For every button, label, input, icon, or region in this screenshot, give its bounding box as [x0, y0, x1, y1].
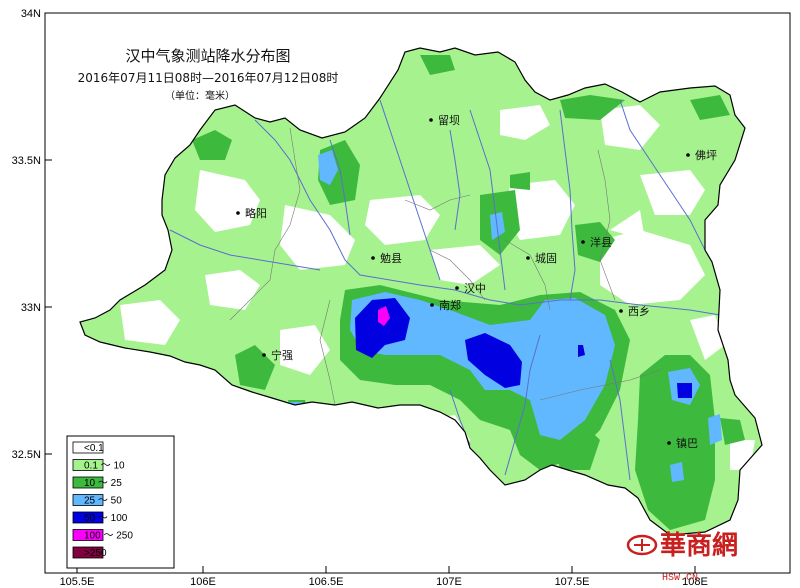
county-boundaries [229, 127, 661, 406]
city-marker [262, 353, 266, 357]
map-title: 汉中气象测站降水分布图 [125, 47, 290, 65]
region-outline [79, 47, 763, 536]
city-label: 镇巴 [676, 436, 698, 450]
city-marker [526, 256, 530, 260]
legend-swatch [72, 546, 104, 559]
x-tick-label: 107E [436, 576, 462, 588]
legend-swatch [72, 476, 104, 489]
legend-swatch [72, 529, 104, 541]
city-labels: 留坝佛坪略阳洋县勉县 城固汉中南郑西乡宁强镇巴 [236, 113, 717, 450]
y-tick-label: 34N [21, 8, 41, 20]
legend-items: <0.1 0.1 ～ 10 10 ～ 25 25 ～ 50 50 ～ 100 100 ～ … [72, 441, 133, 559]
x-tick-label: 108E [682, 576, 708, 588]
city-label: 宁强 [271, 348, 293, 362]
watermark: 華商網 HSW.CN [626, 530, 738, 584]
legend-swatch [72, 441, 104, 454]
legend-label: <0.1 [84, 443, 104, 454]
city-marker [371, 256, 375, 260]
city-marker [430, 303, 434, 307]
y-tick-label: 32.5N [12, 449, 41, 461]
city-marker [619, 309, 623, 313]
watermark-logo-icon [626, 534, 658, 556]
x-tick-label: 106.5E [309, 576, 344, 588]
city-label: 略阳 [245, 206, 267, 220]
precip-100-250-areas [378, 306, 390, 326]
city-marker [581, 240, 585, 244]
y-tick-label: 33.5N [12, 155, 41, 167]
city-marker [236, 211, 240, 215]
map-unit: （单位：毫米） [165, 89, 235, 102]
map-subtitle: 2016年07月11日08时—2016年07月12日08时 [78, 71, 339, 85]
x-axis: 105.5E 106E 106.5E 107E 107.5E 108E [60, 566, 708, 588]
city-marker [686, 153, 690, 157]
legend-label: >250 [84, 548, 107, 559]
legend-swatch [72, 511, 104, 524]
city-label: 勉县 [380, 251, 402, 265]
legend-label: 100 ～ 250 [84, 531, 133, 542]
legend-label: 10 ～ 25 [84, 478, 122, 489]
city-label: 洋县 [590, 235, 612, 249]
city-label: 西乡 [628, 305, 650, 318]
legend-label: 0.1 ～ 10 [84, 461, 125, 472]
y-axis: 34N 33.5N 33N 32.5N [12, 8, 52, 461]
city-label: 汉中 [464, 282, 486, 295]
legend-label: 50 ～ 100 [84, 513, 128, 524]
city-label: 留坝 [438, 113, 460, 127]
watermark-brand: 華商網 [660, 530, 738, 561]
city-marker [455, 286, 459, 290]
city-marker [429, 118, 433, 122]
watermark-url: HSW.CN [662, 573, 698, 584]
legend-swatch [72, 459, 104, 471]
city-label: 城固 [535, 252, 557, 265]
city-marker [667, 441, 671, 445]
x-tick-label: 107.5E [555, 576, 590, 588]
legend: <0.1 0.1 ～ 10 10 ～ 25 25 ～ 50 50 ～ 100 100 ～ … [66, 435, 175, 569]
legend-swatch [72, 494, 104, 506]
city-label: 佛坪 [695, 149, 717, 162]
city-label: 南郑 [439, 298, 461, 312]
x-tick-label: 106E [190, 576, 216, 588]
precip-lt0_1-areas [120, 105, 755, 470]
y-tick-label: 33N [21, 302, 41, 314]
x-tick-label: 105.5E [60, 576, 95, 588]
legend-label: 25 ～ 50 [84, 496, 122, 507]
